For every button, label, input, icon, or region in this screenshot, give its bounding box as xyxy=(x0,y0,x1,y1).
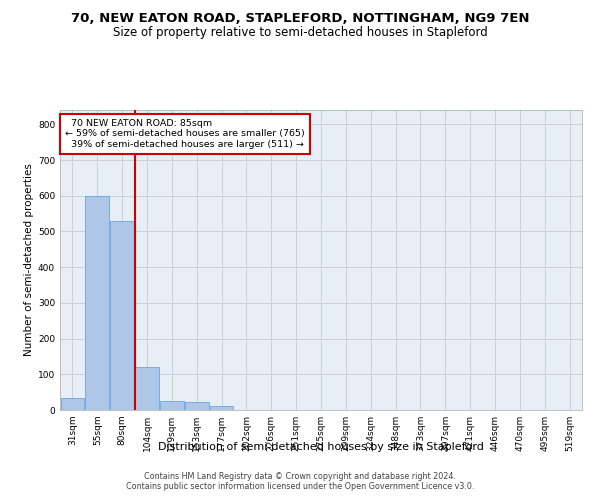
Text: Contains HM Land Registry data © Crown copyright and database right 2024.: Contains HM Land Registry data © Crown c… xyxy=(144,472,456,481)
Y-axis label: Number of semi-detached properties: Number of semi-detached properties xyxy=(24,164,34,356)
Bar xyxy=(185,402,209,410)
Bar xyxy=(61,398,84,410)
Bar xyxy=(210,406,233,410)
Bar xyxy=(85,196,109,410)
Text: Distribution of semi-detached houses by size in Stapleford: Distribution of semi-detached houses by … xyxy=(158,442,484,452)
Bar xyxy=(110,220,134,410)
Text: Size of property relative to semi-detached houses in Stapleford: Size of property relative to semi-detach… xyxy=(113,26,487,39)
Text: Contains public sector information licensed under the Open Government Licence v3: Contains public sector information licen… xyxy=(126,482,474,491)
Text: 70 NEW EATON ROAD: 85sqm
← 59% of semi-detached houses are smaller (765)
  39% o: 70 NEW EATON ROAD: 85sqm ← 59% of semi-d… xyxy=(65,119,305,149)
Bar xyxy=(135,367,159,410)
Text: 70, NEW EATON ROAD, STAPLEFORD, NOTTINGHAM, NG9 7EN: 70, NEW EATON ROAD, STAPLEFORD, NOTTINGH… xyxy=(71,12,529,26)
Bar xyxy=(160,401,184,410)
